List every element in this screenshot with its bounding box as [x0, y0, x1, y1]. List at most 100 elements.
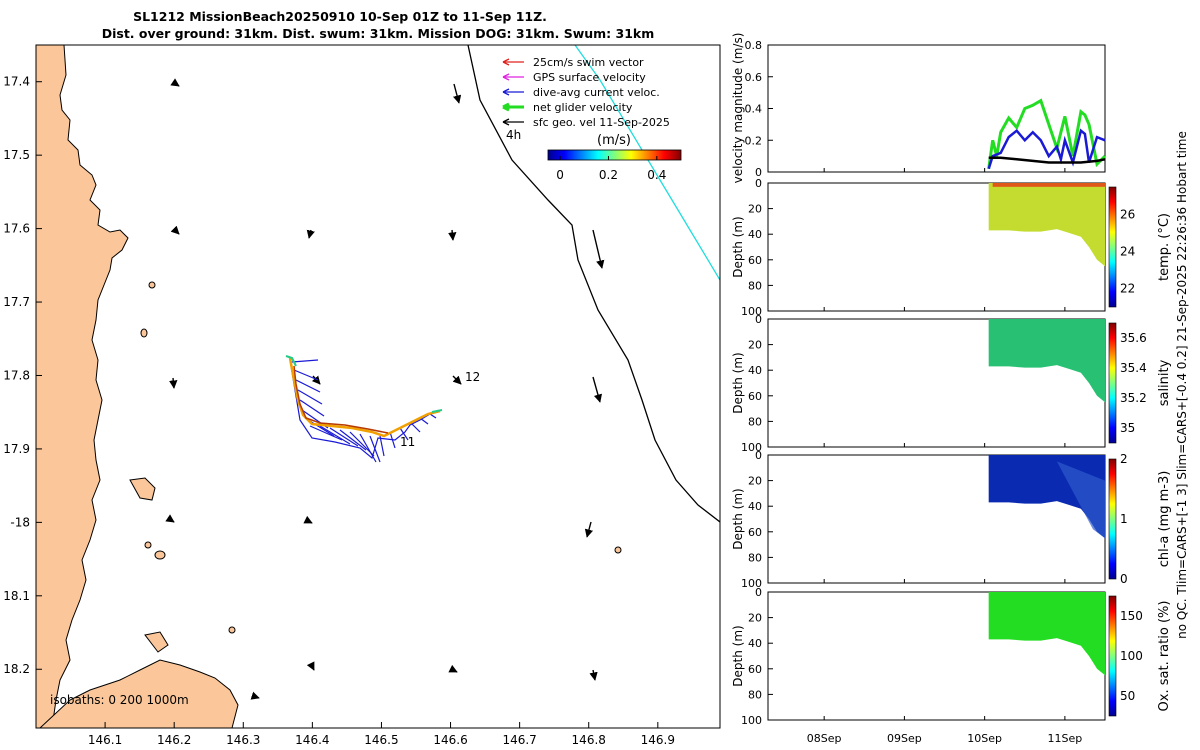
depth-y-tick-label: 20	[748, 612, 762, 625]
map-x-tick-label: 146.1	[88, 733, 122, 747]
velocity-panel: 0 0.2 0.4 0.6 0.8 velocity magnitude (m/s)	[731, 33, 1107, 184]
map-title-line2: Dist. over ground: 31km. Dist. swum: 31k…	[102, 26, 655, 41]
depth-y-tick-label: 100	[741, 441, 762, 454]
day-label-11: 11	[400, 435, 415, 449]
depth-y-tick-label: 40	[748, 228, 762, 241]
velocity-y-tick-label: 0	[755, 166, 762, 179]
map-y-tick-label: 18.2	[3, 662, 30, 676]
map-axes-frame	[35, 44, 721, 729]
legend-label: GPS surface velocity	[533, 71, 646, 84]
side-note: no QC. Tlim=CARS+[-1 3] Slim=CARS+[-0.4 …	[1175, 131, 1189, 639]
depth-y-tick-label: 0	[755, 313, 762, 326]
depth-y-tick-label: 60	[748, 390, 762, 403]
map-colorbar: (m/s) 0 0.2 0.4	[547, 133, 682, 182]
depth-colorbar-tick-label: 22	[1120, 282, 1135, 296]
depth-colorbar-tick-label: 1	[1120, 512, 1128, 526]
island-4	[144, 541, 152, 549]
depth-y-tick-label: 20	[748, 203, 762, 216]
velocity-ylabel: velocity magnitude (m/s)	[731, 33, 745, 184]
day-label-12: 12	[465, 370, 480, 384]
map-y-tick-label: 17.7	[3, 295, 30, 309]
depth-panel: 0 20 40 60 80 100 Depth (m) 50 100 150 Ox. sat. ra…	[731, 586, 1172, 727]
island-5	[614, 546, 622, 554]
depth-colorbar	[1108, 322, 1117, 444]
legend-label: sfc geo. vel 11-Sep-2025	[533, 116, 670, 129]
depth-colorbar-label: temp. (°C)	[1157, 213, 1172, 281]
map-y-ticks: 17.4 17.5 17.6 17.7 17.8 17.9 -18 18.1 18.2	[3, 75, 42, 676]
right-panels: 0 0.2 0.4 0.6 0.8 velocity magnitude (m/s) 0…	[731, 33, 1189, 745]
legend-entry: GPS surface velocity	[502, 71, 646, 84]
map-x-tick-label: 146.8	[572, 733, 606, 747]
depth-data-region	[988, 319, 1105, 403]
depth-panel: 0 20 40 60 80 100 Depth (m) 22 24 26 temp. (°C)	[731, 177, 1172, 318]
map-y-tick-label: 17.8	[3, 368, 30, 382]
sfc-geo-velocity-arrows	[165, 78, 605, 700]
depth-y-tick-label: 80	[748, 551, 762, 564]
coastline-land	[36, 45, 129, 728]
velocity-y-tick-label: 0.4	[745, 103, 763, 116]
depth-ylabel: Depth (m)	[731, 352, 745, 413]
depth-data-region	[988, 183, 1105, 267]
legend-arrowhead	[502, 102, 510, 112]
velocity-series-line	[988, 156, 1106, 164]
depth-colorbar-tick-label: 100	[1120, 649, 1143, 663]
island-3	[154, 550, 166, 560]
date-tick-label: 11Sep	[1048, 732, 1083, 745]
legend-entry: dive-avg current veloc.	[502, 86, 660, 99]
depth-y-tick-label: 60	[748, 526, 762, 539]
map-title-line1: SL1212 MissionBeach20250910 10-Sep 01Z t…	[133, 9, 547, 24]
depth-y-tick-label: 40	[748, 500, 762, 513]
map-y-tick-label: -18	[10, 515, 30, 529]
date-ticks: 08Sep 09Sep 10Sep 11Sep	[807, 168, 1082, 745]
colorbar-gradient	[547, 149, 682, 161]
map-y-tick-label: 17.4	[3, 75, 30, 89]
depth-y-tick-label: 80	[748, 688, 762, 701]
depth-colorbar	[1108, 595, 1117, 717]
depth-y-tick-label: 0	[755, 586, 762, 599]
date-tick-label: 08Sep	[807, 732, 842, 745]
legend-entry: net glider velocity	[502, 101, 633, 114]
legend-arrowhead	[502, 118, 510, 126]
depth-colorbar-tick-label: 35.2	[1120, 391, 1147, 405]
depth-y-tick-label: 40	[748, 637, 762, 650]
map-y-tick-label: 17.9	[3, 442, 30, 456]
legend-entry: sfc geo. vel 11-Sep-2025	[502, 116, 670, 129]
depth-colorbar-tick-label: 26	[1120, 208, 1135, 222]
legend-label: net glider velocity	[533, 101, 633, 114]
depth-y-tick-label: 60	[748, 254, 762, 267]
depth-colorbar-tick-label: 50	[1120, 689, 1135, 703]
glider-track-red	[293, 365, 389, 434]
map-x-tick-label: 146.6	[433, 733, 467, 747]
velocity-series-line	[987, 98, 1107, 170]
legend-entry: 25cm/s swim vector	[502, 56, 644, 69]
map-x-tick-label: 146.4	[295, 733, 329, 747]
colorbar-title: (m/s)	[597, 133, 631, 148]
depth-y-tick-label: 60	[748, 663, 762, 676]
depth-ylabel: Depth (m)	[731, 488, 745, 549]
velocity-axes-frame	[767, 44, 1106, 173]
depth-colorbar-label: salinity	[1157, 359, 1172, 406]
map-y-tick-label: 17.5	[3, 148, 30, 162]
depth-y-tick-label: 40	[748, 364, 762, 377]
colorbar-tick-label: 0.4	[647, 168, 666, 182]
colorbar-tick-label: 0	[556, 168, 564, 182]
depth-ylabel: Depth (m)	[731, 625, 745, 686]
map-x-tick-label: 146.7	[502, 733, 536, 747]
map-x-tick-label: 146.9	[641, 733, 675, 747]
depth-panel: 0 20 40 60 80 100 Depth (m) 0 1 2 chl-a (mg m-3)	[731, 449, 1172, 590]
legend-arrowhead	[502, 58, 510, 66]
depth-y-tick-label: 20	[748, 339, 762, 352]
depth-colorbar-tick-label: 35.6	[1120, 331, 1147, 345]
legend-label: dive-avg current veloc.	[533, 86, 660, 99]
island-8	[228, 626, 236, 634]
velocity-series-line	[987, 128, 1106, 170]
legend-arrowhead	[502, 73, 510, 81]
date-tick-label: 10Sep	[967, 732, 1002, 745]
map-panel: SL1212 MissionBeach20250910 10-Sep 01Z t…	[3, 9, 721, 747]
depth-colorbar	[1108, 186, 1117, 308]
map-x-tick-label: 146.3	[226, 733, 260, 747]
velocity-y-tick-label: 0.2	[745, 134, 763, 147]
glider-track-start	[285, 355, 443, 413]
